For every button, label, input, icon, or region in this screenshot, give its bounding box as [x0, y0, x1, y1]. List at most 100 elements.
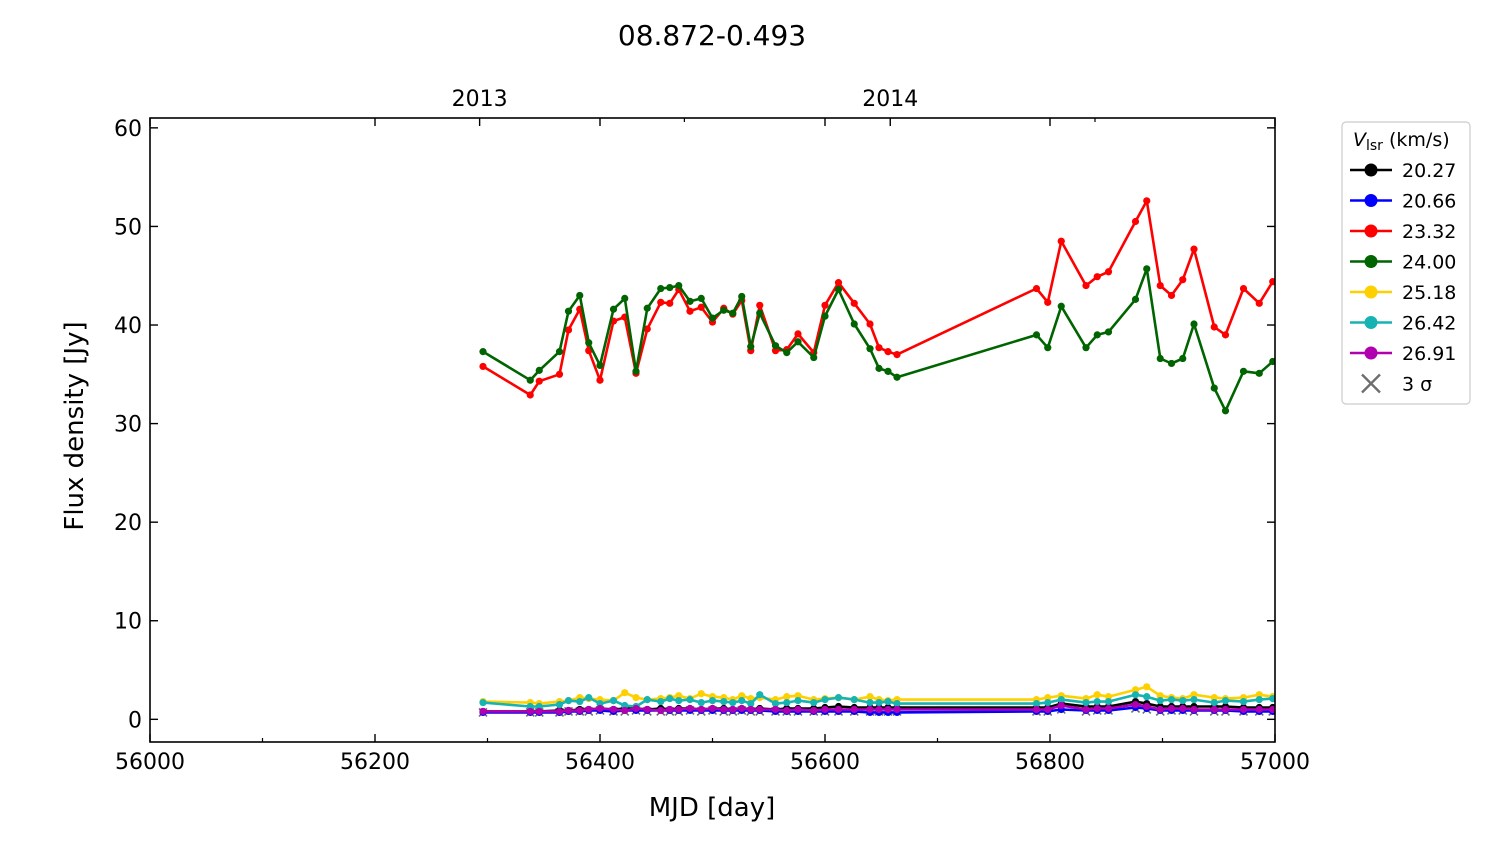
data-point-26.91: [884, 705, 892, 714]
data-point-23.32: [1143, 197, 1151, 205]
legend-marker: [1364, 285, 1378, 299]
data-point-23.32: [1269, 278, 1275, 286]
data-point-24.00: [1044, 344, 1052, 352]
legend-label: 23.32: [1402, 221, 1456, 243]
data-point-26.91: [756, 705, 764, 714]
data-point-24.00: [756, 309, 764, 317]
data-point-24.00: [1082, 344, 1090, 352]
data-point-23.32: [875, 344, 883, 352]
legend-marker: [1364, 163, 1378, 177]
data-point-26.91: [783, 706, 791, 715]
data-point-24.00: [821, 312, 829, 320]
x-tick-label: 56000: [115, 750, 185, 775]
data-point-24.00: [1131, 295, 1140, 303]
data-point-24.00: [875, 364, 883, 372]
data-point-26.42: [747, 699, 755, 708]
y-tick-label: 0: [128, 708, 142, 733]
data-point-24.00: [866, 345, 874, 353]
data-point-24.00: [834, 285, 843, 294]
data-point-26.91: [729, 705, 737, 714]
data-point-26.42: [1255, 696, 1263, 704]
data-point-24.00: [747, 343, 755, 351]
chart-title: 08.872-0.493: [618, 19, 806, 52]
data-point-25.18: [1156, 692, 1164, 700]
data-point-26.42: [564, 696, 573, 705]
y-tick-label: 20: [114, 511, 142, 536]
legend-item-24.00: 24.00: [1350, 252, 1456, 274]
data-point-26.42: [697, 698, 705, 707]
data-point-26.42: [729, 698, 737, 707]
data-point-23.32: [1239, 284, 1248, 293]
data-point-23.32: [821, 301, 829, 309]
data-point-26.42: [834, 694, 843, 702]
x-tick-label: 56200: [340, 750, 410, 775]
data-point-26.91: [585, 705, 593, 714]
data-point-23.32: [1255, 299, 1263, 307]
y-tick-label: 40: [114, 314, 142, 339]
data-point-23.32: [1210, 323, 1218, 331]
data-point-26.91: [810, 706, 818, 715]
data-point-26.42: [675, 696, 683, 705]
legend-sigma-marker: [1361, 373, 1381, 394]
legend-label: 26.91: [1402, 343, 1456, 365]
data-point-26.42: [666, 695, 674, 703]
data-point-26.91: [850, 705, 858, 714]
data-point-24.00: [794, 338, 802, 346]
data-point-26.91: [697, 705, 705, 714]
x-tick-label: 57000: [1240, 750, 1310, 775]
data-point-23.32: [1179, 276, 1187, 284]
x-tick-label: 56600: [790, 750, 860, 775]
data-point-24.00: [1167, 359, 1176, 368]
data-point-26.42: [1179, 696, 1187, 705]
data-point-26.91: [596, 704, 604, 713]
data-point-26.42: [535, 702, 543, 711]
legend-item-23.32: 23.32: [1350, 221, 1456, 243]
data-point-26.42: [756, 691, 764, 699]
legend-sigma-label: 3 σ: [1402, 374, 1432, 396]
data-point-23.32: [866, 320, 874, 328]
data-point-26.91: [747, 705, 755, 714]
data-point-24.00: [1255, 369, 1263, 377]
legend-label: 25.18: [1402, 282, 1456, 304]
legend-marker: [1364, 224, 1378, 238]
data-point-23.32: [526, 391, 534, 399]
data-point-24.00: [884, 367, 892, 375]
data-point-23.32: [1032, 284, 1041, 293]
data-point-24.00: [1179, 354, 1187, 363]
data-point-24.00: [666, 283, 674, 292]
data-point-26.42: [1167, 696, 1176, 704]
data-point-23.32: [1057, 237, 1065, 245]
data-point-24.00: [535, 366, 543, 374]
data-point-23.32: [643, 325, 651, 333]
data-point-26.91: [893, 705, 901, 714]
series-24.00: [479, 265, 1275, 415]
data-point-24.00: [585, 339, 593, 347]
data-point-26.42: [783, 698, 791, 707]
data-point-26.91: [875, 705, 883, 714]
data-point-26.42: [1104, 697, 1113, 706]
data-point-24.00: [1190, 320, 1198, 328]
data-point-26.91: [535, 707, 543, 716]
data-point-24.00: [1210, 384, 1218, 392]
legend-marker: [1364, 346, 1378, 360]
data-point-26.91: [643, 705, 651, 714]
legend-label: 26.42: [1402, 313, 1456, 335]
data-point-23.32: [535, 377, 543, 385]
data-point-23.32: [1156, 281, 1164, 290]
data-point-24.00: [675, 281, 683, 290]
data-point-23.32: [756, 301, 764, 309]
data-point-26.91: [526, 707, 534, 716]
data-point-26.91: [632, 704, 640, 713]
data-point-26.42: [686, 696, 694, 704]
data-point-25.18: [621, 689, 629, 697]
series-26.91: [479, 700, 1275, 716]
data-point-26.42: [526, 702, 534, 711]
legend-item-20.66: 20.66: [1350, 191, 1456, 213]
data-point-26.91: [666, 705, 674, 714]
data-point-23.32: [1082, 281, 1090, 290]
data-point-24.00: [479, 348, 487, 356]
data-point-26.42: [1221, 696, 1230, 705]
data-point-25.18: [675, 692, 683, 700]
data-point-26.42: [821, 696, 829, 704]
data-point-23.32: [666, 299, 674, 307]
